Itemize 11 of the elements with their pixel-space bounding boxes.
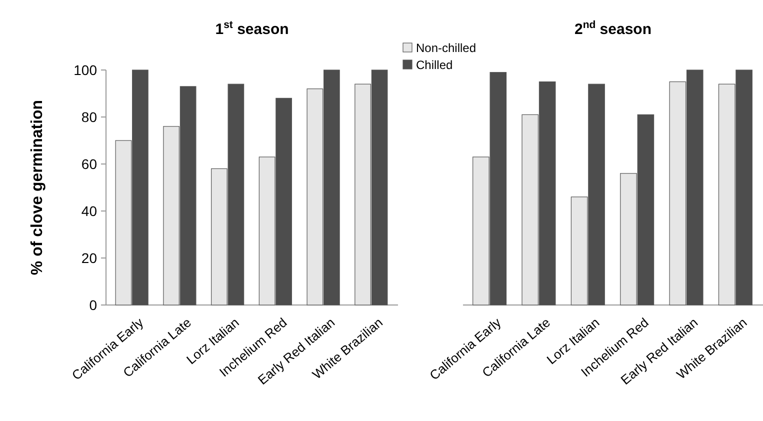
y-tick-label: 100 — [74, 62, 98, 78]
y-tick-label: 60 — [81, 156, 98, 172]
chart-title: 1$^{st}$ season — [215, 19, 289, 38]
legend-label: Non-chilled — [416, 41, 476, 55]
y-tick-label: 20 — [81, 250, 98, 266]
chart-title: 2$^{nd}$ season — [574, 19, 652, 38]
y-tick-label: 80 — [81, 108, 98, 125]
y-axis-title: % of clove germination — [29, 100, 46, 276]
y-tick-label: 0 — [89, 296, 98, 313]
y-tick-label: 40 — [81, 202, 98, 219]
legend-label: Chilled — [416, 58, 453, 72]
